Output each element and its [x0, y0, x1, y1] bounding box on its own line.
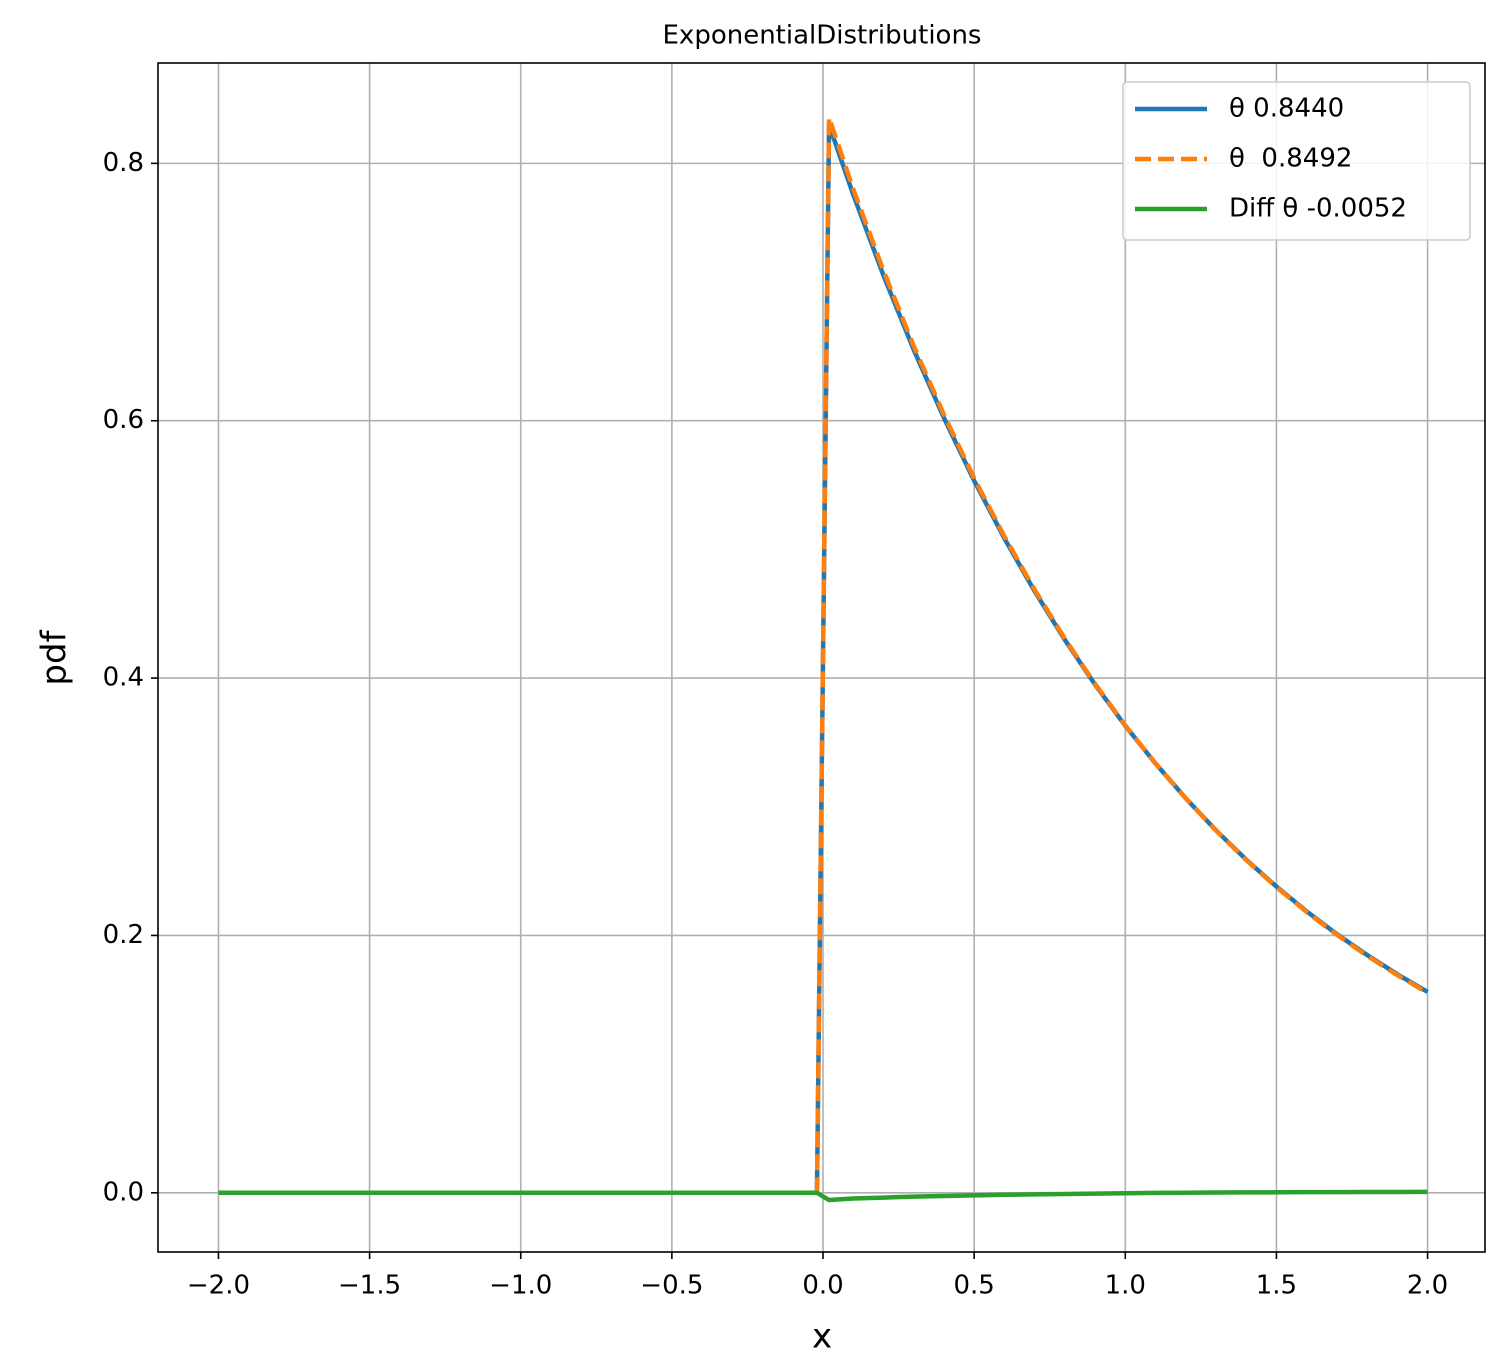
legend-box	[1122, 81, 1471, 241]
legend: θ 0.8440 θ 0.8492 Diff θ -0.0052	[1122, 81, 1471, 241]
x-tick-label: 1.5	[1256, 1271, 1297, 1301]
y-tick-label: 0.6	[103, 405, 144, 435]
legend-label: θ 0.8440	[1229, 94, 1344, 124]
x-tick-label: −0.5	[640, 1271, 703, 1301]
x-tick-label: 1.0	[1105, 1271, 1146, 1301]
line-series	[218, 1189, 1428, 1203]
y-tick-label: 0.4	[103, 663, 144, 693]
x-tick-label: 0.5	[953, 1271, 994, 1301]
legend-label: θ 0.8492	[1229, 144, 1352, 174]
line-series	[218, 115, 1429, 1196]
plot-frame	[157, 62, 1486, 1253]
y-tick-label: 0.8	[103, 148, 144, 178]
y-tick-label: 0.0	[103, 1177, 144, 1207]
x-axis-label: x	[812, 1317, 832, 1357]
legend-label: Diff θ -0.0052	[1229, 194, 1407, 224]
y-axis-label: pdf	[35, 629, 75, 685]
x-tick-label: 2.0	[1407, 1271, 1448, 1301]
y-tick-label: 0.2	[103, 920, 144, 950]
chart-title: ExponentialDistributions	[663, 21, 982, 51]
x-tick-label: 0.0	[802, 1271, 843, 1301]
x-tick-label: −2.0	[187, 1271, 250, 1301]
x-tick-label: −1.5	[338, 1271, 401, 1301]
x-tick-label: −1.0	[489, 1271, 552, 1301]
